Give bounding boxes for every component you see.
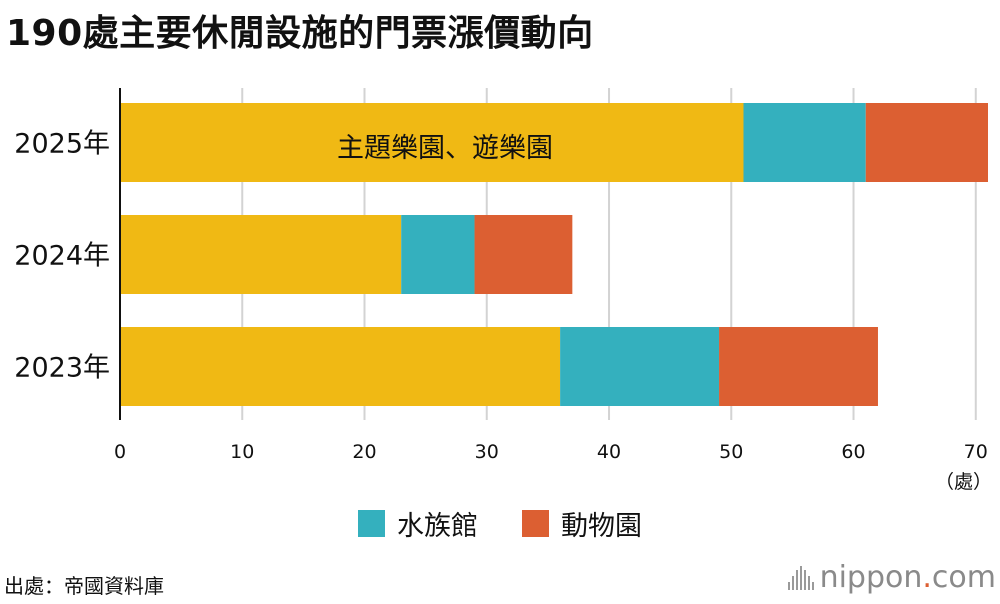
brand-bars-icon	[787, 565, 814, 590]
x-tick-label-20: 20	[352, 441, 376, 463]
x-tick-label-40: 40	[597, 441, 621, 463]
brand-dot: .	[922, 560, 932, 595]
bar-annotation-label: 主題樂園、遊樂園	[337, 133, 553, 164]
x-tick-label-70: 70	[964, 441, 988, 463]
bar-aquarium-2023年	[560, 327, 720, 406]
category-label-2023年: 2023年	[14, 353, 110, 384]
legend: 水族館 動物園	[0, 504, 1000, 543]
chart-title: 190處主要休閒設施的門票漲價動向	[6, 13, 594, 54]
bar-zoo-2023年	[719, 327, 878, 406]
x-tick-label-30: 30	[475, 441, 499, 463]
category-label-2025年: 2025年	[14, 129, 110, 160]
bar-zoo-2024年	[474, 215, 573, 294]
brand-name: nippon	[819, 560, 923, 595]
x-tick-label-10: 10	[230, 441, 254, 463]
x-axis-unit: （處）	[935, 471, 992, 493]
legend-swatch-aquarium	[358, 510, 385, 537]
brand-suffix: com	[931, 560, 996, 595]
category-label-2024年: 2024年	[14, 241, 110, 272]
x-tick-label-60: 60	[841, 441, 865, 463]
bar-theme-park-2023年	[120, 327, 561, 406]
bar-theme-park-2024年	[120, 215, 402, 294]
x-tick-label-0: 0	[114, 441, 126, 463]
legend-label-zoo: 動物園	[561, 511, 642, 542]
x-tick-label-50: 50	[719, 441, 743, 463]
bar-zoo-2025年	[865, 103, 988, 182]
bar-aquarium-2025年	[743, 103, 866, 182]
legend-label-aquarium: 水族館	[397, 511, 478, 542]
legend-item-aquarium: 水族館	[358, 504, 478, 543]
legend-swatch-zoo	[522, 510, 549, 537]
brand-logo: nippon.com	[787, 560, 996, 595]
source-note: 出處：帝國資料庫	[4, 574, 164, 598]
bar-aquarium-2024年	[401, 215, 475, 294]
legend-item-zoo: 動物園	[522, 504, 642, 543]
bar-theme-park-2025年	[120, 103, 744, 182]
